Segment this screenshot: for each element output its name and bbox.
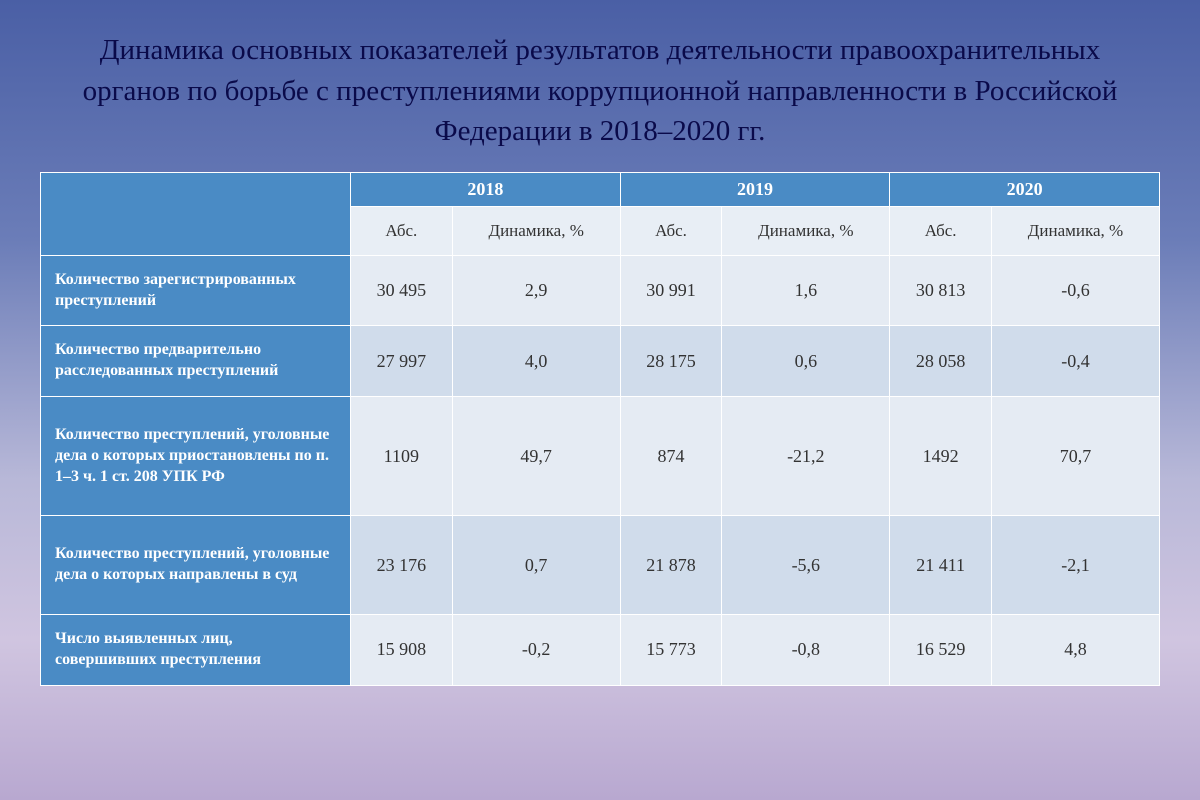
cell: 1,6 xyxy=(722,255,890,326)
data-table: 2018 2019 2020 Абс. Динамика, % Абс. Дин… xyxy=(40,172,1160,686)
cell: 28 058 xyxy=(890,326,992,397)
cell: 4,0 xyxy=(452,326,620,397)
cell: 28 175 xyxy=(620,326,722,397)
sub-dyn-2019: Динамика, % xyxy=(722,206,890,255)
year-header-2020: 2020 xyxy=(890,172,1160,206)
cell: -0,6 xyxy=(991,255,1159,326)
cell: 4,8 xyxy=(991,614,1159,685)
cell: 16 529 xyxy=(890,614,992,685)
cell: 0,6 xyxy=(722,326,890,397)
cell: 874 xyxy=(620,396,722,515)
page-title: Динамика основных показателей результато… xyxy=(75,30,1125,152)
cell: 30 813 xyxy=(890,255,992,326)
cell: 1109 xyxy=(351,396,453,515)
cell: 30 495 xyxy=(351,255,453,326)
header-row-years: 2018 2019 2020 xyxy=(41,172,1160,206)
sub-dyn-2018: Динамика, % xyxy=(452,206,620,255)
cell: -5,6 xyxy=(722,516,890,615)
cell: -0,4 xyxy=(991,326,1159,397)
table-row: Количество зарегистрированных преступлен… xyxy=(41,255,1160,326)
sub-abs-2018: Абс. xyxy=(351,206,453,255)
cell: 27 997 xyxy=(351,326,453,397)
data-table-container: 2018 2019 2020 Абс. Динамика, % Абс. Дин… xyxy=(40,172,1160,686)
row-label: Количество зарегистрированных преступлен… xyxy=(41,255,351,326)
cell: -0,8 xyxy=(722,614,890,685)
cell: -21,2 xyxy=(722,396,890,515)
table-row: Количество предварительно расследованных… xyxy=(41,326,1160,397)
cell: 70,7 xyxy=(991,396,1159,515)
cell: -2,1 xyxy=(991,516,1159,615)
table-row: Количество преступлений, уголовные дела … xyxy=(41,516,1160,615)
cell: -0,2 xyxy=(452,614,620,685)
sub-abs-2019: Абс. xyxy=(620,206,722,255)
cell: 23 176 xyxy=(351,516,453,615)
table-row: Число выявленных лиц, совершивших престу… xyxy=(41,614,1160,685)
cell: 30 991 xyxy=(620,255,722,326)
table-row: Количество преступлений, уголовные дела … xyxy=(41,396,1160,515)
sub-dyn-2020: Динамика, % xyxy=(991,206,1159,255)
row-label: Количество преступлений, уголовные дела … xyxy=(41,516,351,615)
row-label: Число выявленных лиц, совершивших престу… xyxy=(41,614,351,685)
cell: 2,9 xyxy=(452,255,620,326)
year-header-2018: 2018 xyxy=(351,172,621,206)
year-header-2019: 2019 xyxy=(620,172,890,206)
cell: 21 411 xyxy=(890,516,992,615)
cell: 49,7 xyxy=(452,396,620,515)
row-label: Количество предварительно расследованных… xyxy=(41,326,351,397)
cell: 15 773 xyxy=(620,614,722,685)
corner-cell xyxy=(41,172,351,255)
table-body: Количество зарегистрированных преступлен… xyxy=(41,255,1160,685)
cell: 21 878 xyxy=(620,516,722,615)
sub-abs-2020: Абс. xyxy=(890,206,992,255)
cell: 15 908 xyxy=(351,614,453,685)
cell: 0,7 xyxy=(452,516,620,615)
cell: 1492 xyxy=(890,396,992,515)
row-label: Количество преступлений, уголовные дела … xyxy=(41,396,351,515)
